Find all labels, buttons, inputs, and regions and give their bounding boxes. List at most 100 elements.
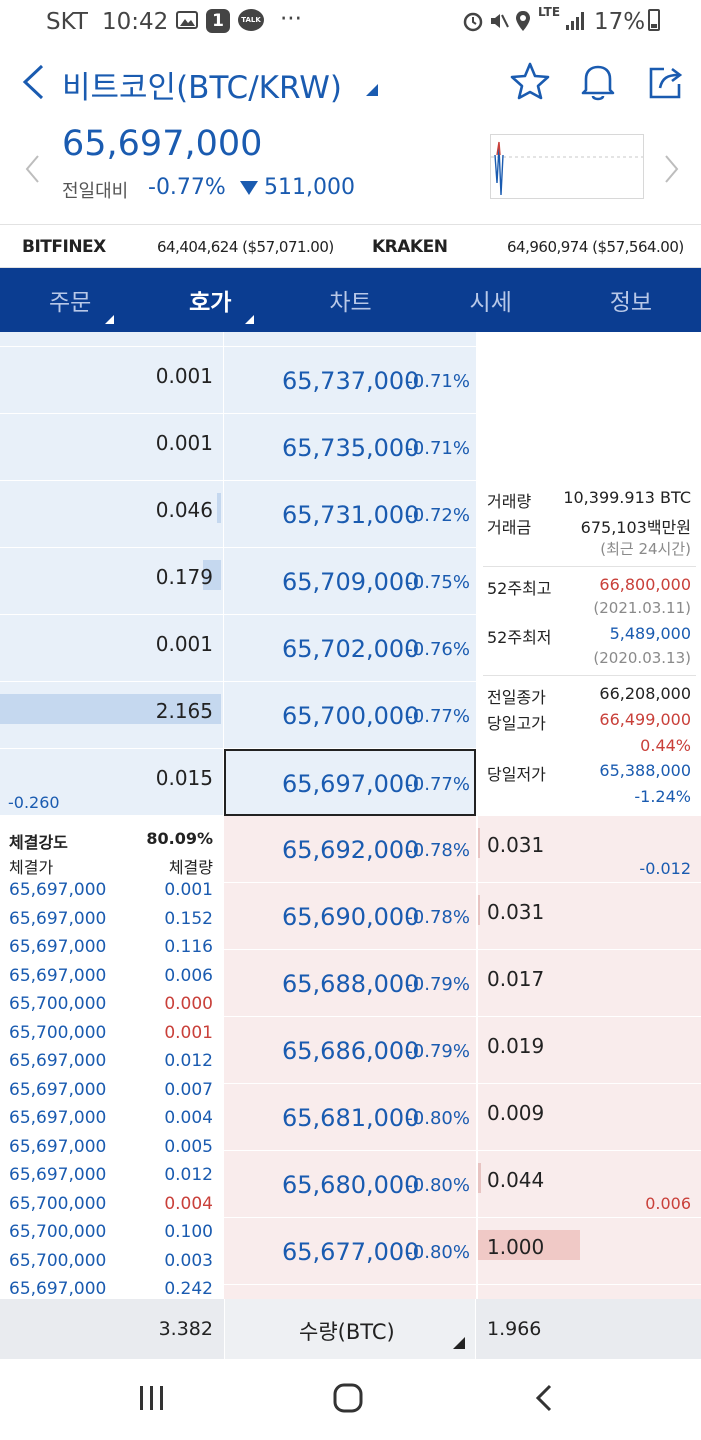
bid-row[interactable]: 65,681,000 -0.80% 0.009 — [0, 1084, 701, 1151]
star-icon[interactable] — [510, 62, 550, 104]
ask-row[interactable]: 0.179 65,709,000 -0.75% — [0, 548, 701, 615]
trade-price-header: 체결가 — [9, 858, 54, 877]
trade-qty: 0.006 — [164, 965, 213, 986]
bid-qty: 0.044 — [487, 1168, 545, 1192]
prev-close-label: 전일종가 — [487, 688, 546, 707]
prev-close-value: 66,208,000 — [599, 684, 691, 703]
tab-orderbook[interactable]: 호가 — [140, 268, 280, 332]
ask-row[interactable]: 0.001 65,735,000 -0.71% — [0, 414, 701, 481]
ask-price[interactable]: 65,709,000 — [282, 568, 420, 596]
bid-price[interactable]: 65,681,000 — [282, 1104, 420, 1132]
status-time: 10:42 — [102, 9, 169, 35]
depth-bar — [478, 895, 480, 925]
tab-quotes[interactable]: 시세 — [421, 268, 561, 332]
trade-qty: 0.004 — [164, 1108, 213, 1128]
location-icon — [514, 9, 532, 39]
trade-row: 65,697,000 0.152 — [0, 905, 223, 933]
trade-qty: 0.012 — [164, 1051, 213, 1071]
ask-row-current[interactable]: 0.015 -0.260 65,697,000 -0.77% — [0, 749, 701, 816]
tab-order[interactable]: 주문 — [0, 268, 140, 332]
exchange-bar: BITFINEX 64,404,624 ($57,071.00) KRAKEN … — [0, 224, 701, 268]
trade-row: 65,697,000 0.007 — [0, 1076, 223, 1104]
ask-price[interactable]: 65,731,000 — [282, 501, 420, 529]
ask-price[interactable]: 65,700,000 — [282, 702, 420, 730]
day-high-percent: 0.44% — [640, 736, 691, 755]
bid-row[interactable]: 65,690,000 -0.78% 0.031 — [0, 883, 701, 950]
ask-price[interactable]: 65,735,000 — [282, 434, 420, 462]
next-icon[interactable] — [664, 154, 680, 188]
tab-info[interactable]: 정보 — [561, 268, 701, 332]
bid-percent: -0.80% — [406, 1108, 470, 1129]
period-note: (최근 24시간) — [600, 540, 691, 558]
ask-row[interactable]: 0.001 65,737,000 -0.71% — [0, 347, 701, 414]
ask-row[interactable]: 0.046 65,731,000 -0.72% — [0, 481, 701, 548]
bid-price[interactable]: 65,680,000 — [282, 1171, 420, 1199]
trade-row: 65,700,000 0.100 — [0, 1218, 223, 1246]
coin-title[interactable]: 비트코인(BTC/KRW) — [62, 70, 343, 106]
bid-qty: 1.000 — [487, 1235, 545, 1259]
share-icon[interactable] — [648, 64, 684, 104]
bid-row[interactable]: 65,680,000 -0.80% 0.044 0.006 — [0, 1151, 701, 1218]
amount-label: 거래금 — [487, 518, 532, 537]
mute-icon — [488, 10, 510, 38]
tab-label: 주문 — [48, 290, 92, 316]
amount-value: 675,103백만원 — [580, 518, 691, 537]
trade-qty: 0.004 — [164, 1193, 213, 1214]
current-price-cell[interactable]: 65,697,000 -0.77% — [224, 749, 476, 816]
bid-price[interactable]: 65,688,000 — [282, 970, 420, 998]
bid-change: -0.012 — [639, 859, 691, 878]
bid-percent: -0.80% — [406, 1242, 470, 1263]
recent-apps-icon[interactable] — [138, 1385, 166, 1415]
nav-back-icon[interactable] — [535, 1384, 553, 1416]
dropdown-icon[interactable] — [366, 84, 378, 96]
bid-row[interactable]: 65,677,000 -0.80% 1.000 — [0, 1218, 701, 1285]
unit-label: 수량(BTC) — [299, 1320, 395, 1344]
bell-icon[interactable] — [580, 62, 616, 106]
battery-icon — [648, 9, 660, 31]
unit-selector[interactable]: 수량(BTC) — [224, 1299, 476, 1359]
trade-qty: 0.116 — [164, 937, 213, 957]
ask-row[interactable]: 0.001 65,702,000 -0.76% — [0, 615, 701, 682]
bid-qty: 0.031 — [487, 900, 545, 924]
status-bar: SKT 10:42 1 TALK ··· LTE 17% — [0, 0, 701, 44]
trade-price: 65,697,000 — [9, 1108, 107, 1128]
exchange-value: 64,960,974 ($57,564.00) — [507, 238, 684, 256]
trade-qty: 0.100 — [164, 1222, 213, 1242]
ask-percent: -0.77% — [406, 706, 470, 727]
bid-price[interactable]: 65,677,000 — [282, 1238, 420, 1266]
low52-date: (2020.03.13) — [593, 649, 691, 667]
mini-chart[interactable] — [490, 134, 644, 199]
orderbook[interactable]: 0.001 65,737,000 -0.71% 0.001 65,735,000-… — [0, 332, 701, 1299]
ask-price[interactable]: 65,737,000 — [282, 367, 420, 395]
bid-row-partial — [224, 1285, 476, 1299]
ask-price[interactable]: 65,702,000 — [282, 635, 420, 663]
battery-level: 17% — [594, 9, 646, 35]
trade-row: 65,697,000 0.242 — [0, 1275, 223, 1299]
bid-qty: 0.009 — [487, 1101, 545, 1125]
bid-qty: 0.031 — [487, 833, 545, 857]
prev-icon[interactable] — [24, 154, 40, 188]
ask-percent: -0.75% — [406, 572, 470, 593]
trade-row: 65,697,000 0.116 — [0, 933, 223, 961]
ask-change: -0.260 — [8, 793, 60, 812]
bid-row[interactable]: 65,686,000 -0.79% 0.019 — [0, 1017, 701, 1084]
exchange-name: KRAKEN — [372, 237, 448, 257]
bid-row[interactable]: 65,688,000 -0.79% 0.017 — [0, 950, 701, 1017]
bid-qty: 0.019 — [487, 1034, 545, 1058]
trade-qty: 0.001 — [164, 1022, 213, 1043]
tab-chart[interactable]: 차트 — [280, 268, 420, 332]
trade-row: 65,697,000 0.006 — [0, 962, 223, 990]
bid-price[interactable]: 65,690,000 — [282, 903, 420, 931]
ask-row[interactable]: 2.165 65,700,000 -0.77% — [0, 682, 701, 749]
exchange-value: 64,404,624 ($57,071.00) — [157, 238, 334, 256]
more-icon: ··· — [280, 6, 302, 32]
bid-price[interactable]: 65,692,000 — [282, 836, 420, 864]
back-icon[interactable] — [20, 64, 46, 104]
ask-percent: -0.76% — [406, 639, 470, 660]
bid-price[interactable]: 65,686,000 — [282, 1037, 420, 1065]
ask-percent: -0.72% — [406, 505, 470, 526]
trade-price: 65,697,000 — [9, 1079, 107, 1100]
home-icon[interactable] — [333, 1383, 363, 1417]
ask-price[interactable]: 65,697,000 — [282, 770, 420, 798]
bid-row[interactable]: 65,692,000 -0.78% 0.031 -0.012 — [0, 816, 701, 883]
